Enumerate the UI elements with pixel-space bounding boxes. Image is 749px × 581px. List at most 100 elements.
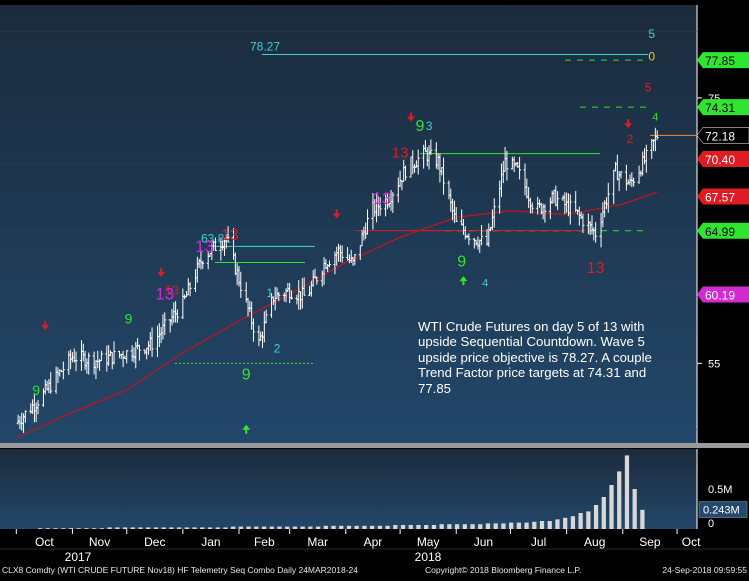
price-tag-label: 67.57 xyxy=(705,191,735,205)
setup-arrow xyxy=(459,276,468,286)
volume-bar xyxy=(200,527,205,529)
volume-bar xyxy=(176,527,182,529)
countdown-marker: 13 xyxy=(392,145,409,162)
volume-bar xyxy=(254,526,259,529)
volume-tick-label: 0 xyxy=(708,518,714,530)
volume-bar xyxy=(231,526,236,529)
footer-center: Copyright© 2018 Bloomberg Finance L.P. xyxy=(425,565,582,575)
volume-bar xyxy=(624,455,630,529)
countdown-marker: 2 xyxy=(274,342,281,356)
volume-bar xyxy=(593,505,599,529)
volume-bar xyxy=(38,528,43,529)
price-bars xyxy=(16,127,659,433)
volume-bar xyxy=(362,525,367,529)
panel-separator xyxy=(0,443,749,448)
series-moving-average xyxy=(16,191,658,439)
countdown-marker: 5 xyxy=(645,80,652,94)
countdown-marker: 9 xyxy=(242,366,251,383)
chart-annotation: WTI Crude Futures on day 5 of 13 with up… xyxy=(418,319,652,396)
countdown-marker: 3 xyxy=(426,119,433,133)
countdown-marker: 13 xyxy=(587,260,605,277)
volume-bar xyxy=(300,526,305,529)
volume-bar xyxy=(246,526,251,529)
volume-bar xyxy=(323,525,328,529)
volume-bar xyxy=(61,528,66,529)
countdown-marker: 13 xyxy=(165,282,179,297)
volume-bar xyxy=(632,489,637,529)
x-tick-label: Jun xyxy=(474,535,493,549)
volume-bar xyxy=(292,526,298,529)
x-tick-label: Apr xyxy=(364,535,383,549)
countdown-marker: 9 xyxy=(32,382,40,398)
price-tag xyxy=(697,286,749,303)
volume-bar xyxy=(153,527,159,529)
volume-bar xyxy=(532,521,537,529)
footer-left: CLX8 Comdty (WTI CRUDE FUTURE Nov18) HF … xyxy=(2,565,358,575)
volume-bar xyxy=(509,522,514,529)
volume-bar xyxy=(601,497,606,529)
volume-bar xyxy=(315,526,321,529)
target-level-label: 78.27 xyxy=(250,40,280,54)
price-tag xyxy=(696,127,749,144)
volume-bar xyxy=(470,524,475,529)
volume-bar xyxy=(586,511,591,529)
price-tag xyxy=(697,222,749,239)
volume-bar xyxy=(354,525,359,529)
volume-bar xyxy=(640,509,645,529)
volume-bar xyxy=(92,528,97,529)
countdown-marker: 13 xyxy=(373,189,392,208)
price-tag-label: 70.40 xyxy=(705,153,735,167)
volume-bar xyxy=(485,523,491,529)
volume-bar xyxy=(215,527,220,529)
volume-bar xyxy=(184,527,189,529)
price-tag-label: 64.99 xyxy=(705,225,735,239)
setup-arrow xyxy=(41,320,50,330)
volume-bar xyxy=(563,517,568,529)
volume-bar xyxy=(478,524,483,529)
volume-bar xyxy=(393,525,398,529)
volume-bar xyxy=(408,525,413,529)
volume-bar xyxy=(277,526,282,529)
footer-right: 24-Sep-2018 09:59:55 xyxy=(662,565,747,575)
volume-bar xyxy=(53,528,58,529)
volume-panel xyxy=(0,449,697,529)
countdown-marker: 13 xyxy=(221,227,239,244)
x-tick-label: Mar xyxy=(307,535,328,549)
volume-bar xyxy=(115,527,120,529)
volume-bar xyxy=(223,527,228,529)
volume-last-label: 0.243M xyxy=(703,505,740,517)
countdown-marker: 9 xyxy=(416,118,425,135)
countdown-marker: 2 xyxy=(627,132,634,146)
year-label: 2017 xyxy=(65,550,92,564)
volume-bar xyxy=(76,528,81,529)
volume-bar xyxy=(516,522,521,529)
volume-bar xyxy=(285,526,290,529)
volume-bar xyxy=(501,523,506,529)
volume-bar xyxy=(439,524,444,529)
price-tag xyxy=(697,52,749,69)
volume-bar xyxy=(524,522,529,529)
volume-bar xyxy=(570,516,576,529)
volume-bar xyxy=(400,525,406,529)
volume-bar xyxy=(130,527,135,529)
volume-bar xyxy=(617,471,622,529)
countdown-marker: 4 xyxy=(482,277,488,289)
volume-bar xyxy=(269,526,274,529)
year-label: 2018 xyxy=(415,550,442,564)
volume-bar xyxy=(346,525,352,529)
countdown-marker: 4 xyxy=(652,111,658,123)
x-tick-label: Aug xyxy=(584,535,605,549)
volume-bar xyxy=(578,513,583,529)
volume-bar xyxy=(45,528,50,529)
countdown-marker: 9 xyxy=(125,311,133,327)
price-tag-label: 77.85 xyxy=(705,54,735,68)
x-tick-label: Jan xyxy=(201,535,220,549)
volume-last-tag xyxy=(698,501,748,518)
setup-arrow xyxy=(157,267,166,277)
volume-bar xyxy=(122,527,128,529)
volume-bar xyxy=(462,524,467,529)
volume-bar xyxy=(207,527,213,529)
volume-bar xyxy=(539,521,545,529)
